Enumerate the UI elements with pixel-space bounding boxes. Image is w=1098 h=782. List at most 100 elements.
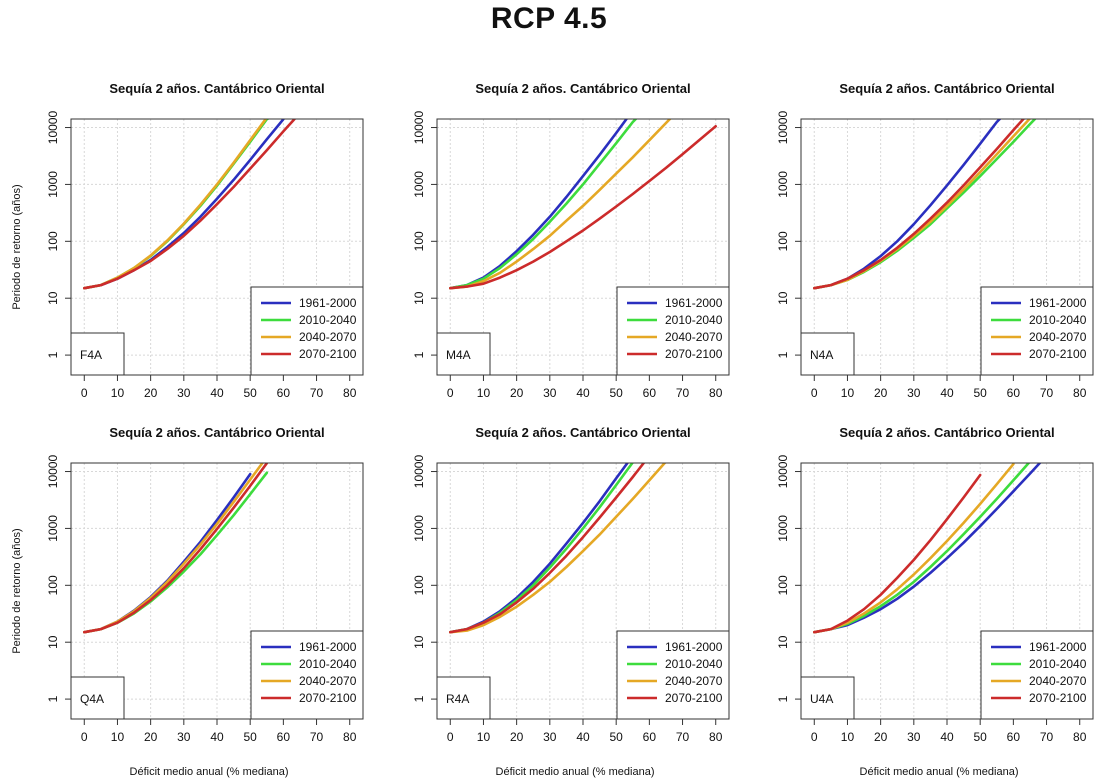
x-tick-label: 40 — [210, 386, 224, 400]
x-tick-label: 80 — [343, 730, 357, 744]
legend-label: 2040-2070 — [299, 674, 357, 688]
code-label: F4A — [80, 348, 102, 362]
y-tick-label: 100 — [412, 231, 426, 251]
series-line-2040-2070 — [813, 463, 1015, 634]
series-line-1961-2000 — [449, 463, 630, 634]
series-line-2040-2070 — [449, 119, 672, 290]
panel-title: Sequía 2 años. Cantábrico Oriental — [839, 425, 1054, 440]
legend-label: 2040-2070 — [1029, 330, 1087, 344]
panel-title: Sequía 2 años. Cantábrico Oriental — [475, 81, 690, 96]
code-label: Q4A — [80, 692, 104, 706]
code-label: R4A — [446, 692, 469, 706]
legend-label: 1961-2000 — [1029, 640, 1087, 654]
legend-label: 2010-2040 — [299, 313, 357, 327]
y-tick-label: 1 — [412, 695, 426, 702]
x-tick-label: 20 — [510, 386, 524, 400]
x-tick-label: 30 — [177, 730, 191, 744]
legend-label: 2010-2040 — [1029, 657, 1087, 671]
series-group — [449, 463, 667, 634]
code-label: N4A — [810, 348, 833, 362]
x-tick-label: 40 — [576, 386, 590, 400]
x-tick-label: 0 — [447, 730, 454, 744]
legend-label: 2010-2040 — [665, 313, 723, 327]
legend-box — [980, 630, 1094, 720]
y-tick-label: 10 — [776, 635, 790, 649]
y-tick-label: 10 — [46, 291, 60, 305]
x-tick-label: 20 — [144, 386, 158, 400]
x-tick-label: 80 — [709, 386, 723, 400]
y-tick-label: 100 — [776, 231, 790, 251]
y-tick-label: 1000 — [776, 515, 790, 542]
x-axis-label: Déficit medio anual (% mediana) — [130, 766, 289, 778]
x-tick-label: 30 — [177, 386, 191, 400]
x-tick-label: 80 — [1073, 386, 1087, 400]
x-tick-label: 70 — [310, 730, 324, 744]
y-tick-label: 1000 — [412, 515, 426, 542]
x-tick-label: 80 — [1073, 730, 1087, 744]
series-line-2070-2100 — [449, 125, 717, 290]
legend-label: 2070-2100 — [665, 691, 723, 705]
x-tick-label: 30 — [907, 730, 921, 744]
series-line-2070-2100 — [813, 119, 1026, 290]
x-tick-label: 70 — [676, 730, 690, 744]
x-tick-label: 0 — [811, 386, 818, 400]
x-tick-label: 80 — [709, 730, 723, 744]
series-line-2010-2040 — [449, 119, 638, 290]
x-tick-label: 40 — [210, 730, 224, 744]
legend-label: 2040-2070 — [1029, 674, 1087, 688]
code-box — [436, 676, 491, 720]
x-axis-label: Déficit medio anual (% mediana) — [496, 766, 655, 778]
x-tick-label: 50 — [244, 730, 258, 744]
y-tick-label: 10000 — [776, 455, 790, 489]
legend-label: 2010-2040 — [299, 657, 357, 671]
series-group — [813, 463, 1042, 634]
panel-title: Sequía 2 años. Cantábrico Oriental — [109, 81, 324, 96]
y-tick-label: 100 — [776, 575, 790, 595]
x-tick-label: 50 — [610, 386, 624, 400]
x-tick-label: 30 — [907, 386, 921, 400]
y-tick-label: 10000 — [776, 111, 790, 145]
code-box — [70, 676, 125, 720]
series-line-2070-2100 — [813, 473, 982, 634]
legend-label: 2040-2070 — [299, 330, 357, 344]
x-tick-label: 50 — [974, 386, 988, 400]
series-line-2010-2040 — [83, 471, 269, 634]
chart-panel-f4a: Sequía 2 años. Cantábrico Oriental 0 10 20 3… — [11, 81, 364, 400]
x-tick-label: 80 — [343, 386, 357, 400]
y-tick-label: 1 — [46, 695, 60, 702]
legend-label: 2070-2100 — [299, 691, 357, 705]
code-box — [436, 332, 491, 376]
panel-title: Sequía 2 años. Cantábrico Oriental — [109, 425, 324, 440]
chart-panel-r4a: Sequía 2 años. Cantábrico Oriental 0 10 20 3… — [412, 425, 730, 778]
y-tick-label: 1 — [776, 695, 790, 702]
legend-label: 2070-2100 — [665, 347, 723, 361]
series-line-2010-2040 — [813, 119, 1037, 290]
series-line-1961-2000 — [449, 119, 629, 290]
panel-title: Sequía 2 años. Cantábrico Oriental — [839, 81, 1054, 96]
y-tick-label: 1000 — [46, 171, 60, 198]
y-axis-label: Periodo de retorno (años) — [11, 528, 23, 653]
x-tick-label: 50 — [974, 730, 988, 744]
y-tick-label: 10 — [46, 635, 60, 649]
x-tick-label: 0 — [447, 386, 454, 400]
code-label: M4A — [446, 348, 471, 362]
x-tick-label: 50 — [244, 386, 258, 400]
series-line-2040-2070 — [449, 463, 667, 634]
y-tick-label: 10 — [412, 635, 426, 649]
series-line-2070-2100 — [449, 463, 646, 634]
legend-label: 2040-2070 — [665, 330, 723, 344]
series-line-2010-2040 — [813, 463, 1031, 634]
x-tick-label: 40 — [940, 730, 954, 744]
legend-box — [616, 630, 730, 720]
series-line-1961-2000 — [83, 472, 252, 634]
series-line-2010-2040 — [449, 463, 634, 634]
x-tick-label: 20 — [510, 730, 524, 744]
y-tick-label: 1 — [776, 351, 790, 358]
y-tick-label: 1000 — [776, 171, 790, 198]
series-line-2040-2070 — [813, 119, 1032, 290]
legend-label: 2070-2100 — [299, 347, 357, 361]
x-tick-label: 50 — [610, 730, 624, 744]
x-tick-label: 60 — [643, 386, 657, 400]
x-tick-label: 0 — [81, 730, 88, 744]
